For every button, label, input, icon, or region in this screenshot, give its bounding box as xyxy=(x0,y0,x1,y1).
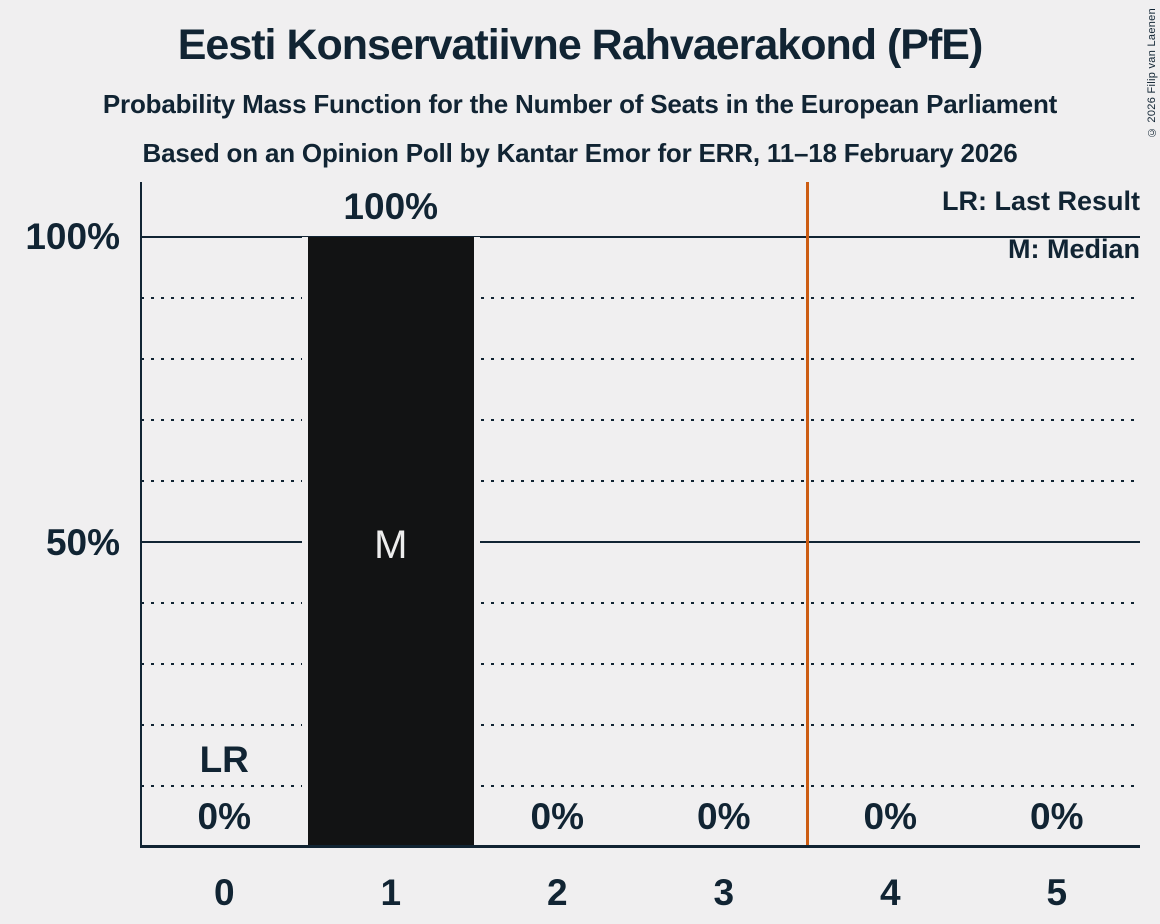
bar-value-label-5: 0% xyxy=(1030,796,1084,837)
gridline-60pct xyxy=(141,480,1140,482)
y-axis-line xyxy=(140,182,142,848)
gridline-70pct xyxy=(141,419,1140,421)
bar-value-label-2: 0% xyxy=(530,796,584,837)
gridline-90pct xyxy=(141,297,1140,299)
x-tick-label-1: 1 xyxy=(380,872,402,913)
x-tick-label-4: 4 xyxy=(879,872,901,913)
y-axis-label-50: 50% xyxy=(45,522,120,563)
gridline-80pct xyxy=(141,358,1140,360)
x-tick-label-5: 5 xyxy=(1046,872,1068,913)
x-tick-label-0: 0 xyxy=(213,872,235,913)
y-axis-label-100: 100% xyxy=(25,216,120,257)
gridline-40pct xyxy=(141,602,1140,604)
bar-value-label-4: 0% xyxy=(863,796,917,837)
x-axis-line xyxy=(140,845,1140,848)
gridline-100pct xyxy=(141,236,1140,238)
reference-line xyxy=(805,182,809,845)
x-tick-label-3: 3 xyxy=(713,872,735,913)
last-result-marker-label: LR xyxy=(199,739,249,780)
legend-item-median: M: Median xyxy=(1008,234,1140,264)
gridline-50pct xyxy=(141,541,1140,543)
x-tick-label-2: 2 xyxy=(546,872,568,913)
chart-subtitle: Probability Mass Function for the Number… xyxy=(102,89,1058,119)
median-marker-label: M xyxy=(374,523,408,567)
bar-value-label-3: 0% xyxy=(697,796,751,837)
gridline-10pct xyxy=(141,785,1140,787)
bar-value-label-1: 100% xyxy=(343,186,439,227)
bar-seat-1 xyxy=(301,237,480,845)
gridline-30pct xyxy=(141,663,1140,665)
chart-source-line: Based on an Opinion Poll by Kantar Emor … xyxy=(142,138,1018,168)
gridline-20pct xyxy=(141,724,1140,726)
bar-value-label-0: 0% xyxy=(197,796,251,837)
legend-item-last-result: LR: Last Result xyxy=(941,186,1140,216)
chart-title: Eesti Konservatiivne Rahvaerakond (PfE) xyxy=(177,21,984,69)
